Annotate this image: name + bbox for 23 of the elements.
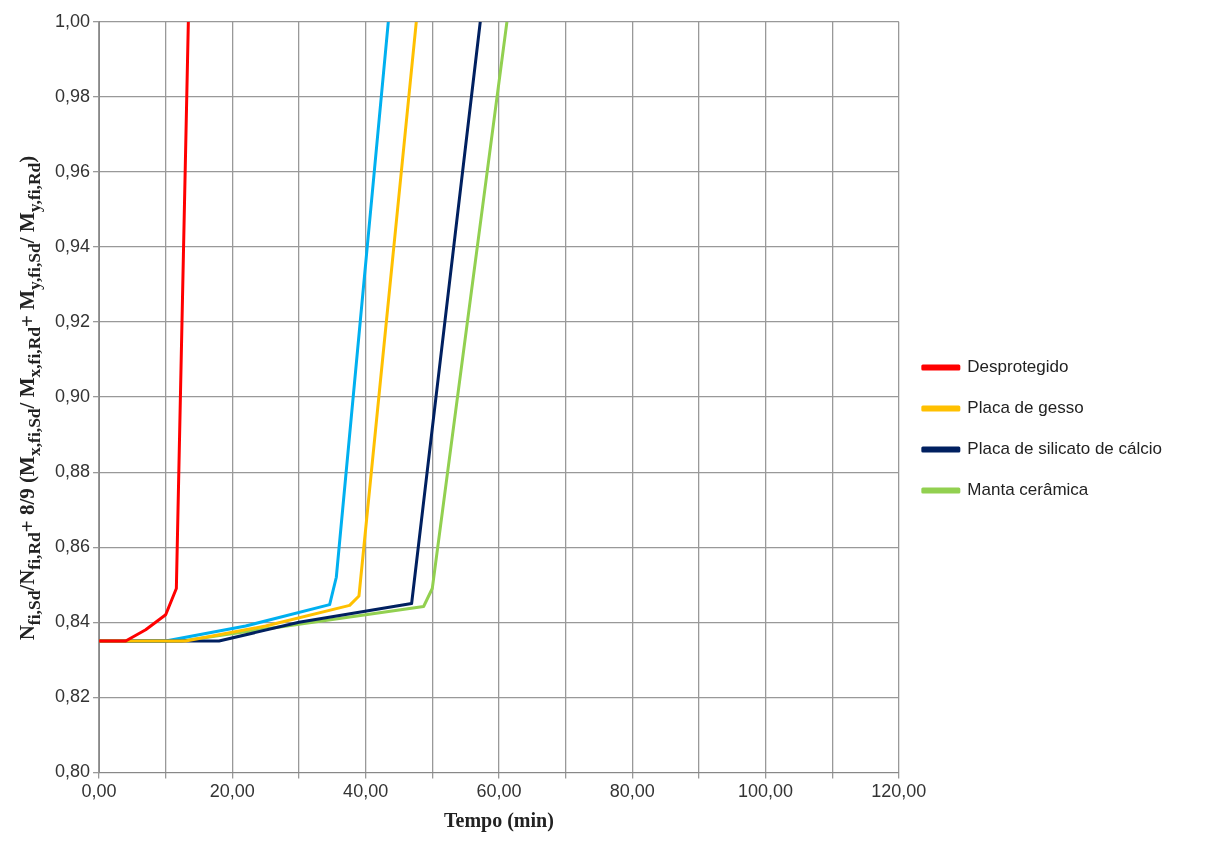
y-tick-label: 0,98 (54, 85, 91, 106)
y-tick-label: 0,80 (54, 761, 91, 782)
x-axis-title: Tempo (min) (444, 809, 554, 833)
y-tick-label: 0,96 (54, 160, 91, 181)
y-tick-label: 0,90 (54, 386, 91, 407)
y-tick-label: 0,82 (54, 686, 91, 707)
y-tick-label: 0,84 (54, 611, 91, 632)
x-tick-label: 40,00 (343, 781, 389, 802)
x-tick-label: 20,00 (209, 781, 255, 802)
x-tick-label: 120,00 (871, 781, 927, 802)
x-tick-label: 0,00 (81, 781, 117, 802)
x-tick-label: 80,00 (609, 781, 655, 802)
legend-label: Placa de silicato de cálcio (967, 439, 1163, 459)
y-tick-label: 1,00 (54, 10, 91, 31)
x-tick-label: 60,00 (476, 781, 522, 802)
y-tick-label: 0,94 (54, 235, 91, 256)
legend-label: Manta cerâmica (967, 480, 1089, 500)
y-tick-label: 0,88 (54, 461, 91, 482)
x-tick-label: 100,00 (738, 781, 794, 802)
legend-label: Desprotegido (967, 357, 1069, 377)
y-tick-label: 0,92 (54, 311, 91, 332)
legend-label: Placa de gesso (967, 398, 1084, 418)
y-tick-label: 0,86 (54, 536, 91, 557)
